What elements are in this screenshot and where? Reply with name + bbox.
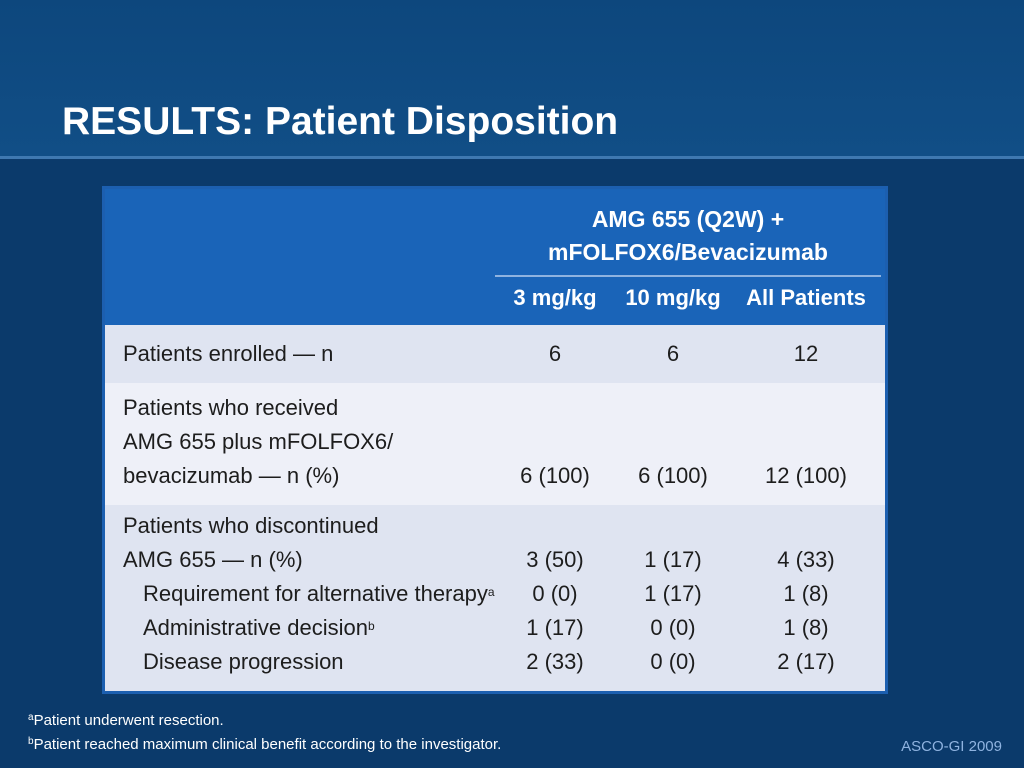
cell-all: 12 bbox=[793, 341, 819, 366]
cell-all: 4 (33) bbox=[777, 547, 835, 572]
cell-10mg: 1 (17) bbox=[644, 547, 702, 572]
cell-10mg: 6 (100) bbox=[638, 463, 708, 488]
group-header: AMG 655 (Q2W) + mFOLFOX6/Bevacizumab bbox=[495, 203, 881, 269]
table-row-discontinued-group: Patients who discontinued AMG 655 — n (%… bbox=[105, 505, 885, 691]
row-label-disease-progression: Disease progression bbox=[143, 649, 344, 674]
footnote-text: Patient reached maximum clinical benefit… bbox=[33, 736, 502, 753]
footnote-mark: b bbox=[28, 736, 34, 747]
cell-3mg: 1 (17) bbox=[526, 615, 584, 640]
cell-3mg: 6 (100) bbox=[520, 463, 590, 488]
footnote-a: aPatient underwent resection. bbox=[28, 712, 224, 729]
title-divider bbox=[0, 156, 1024, 159]
cell-3mg: 6 bbox=[548, 341, 562, 366]
table-row-received: Patients who received AMG 655 plus mFOLF… bbox=[105, 383, 885, 505]
cell-all: 2 (17) bbox=[777, 649, 835, 674]
title-band bbox=[0, 0, 1024, 156]
cell-3mg: 2 (33) bbox=[526, 649, 584, 674]
row-label-administrative-decision: Administrative decisionb bbox=[143, 611, 375, 645]
column-header-10mg: 10 mg/kg bbox=[625, 285, 721, 310]
row-label-line: AMG 655 plus mFOLFOX6/ bbox=[123, 429, 394, 454]
table-row-enrolled: Patients enrolled — n 6 6 12 bbox=[105, 325, 885, 383]
row-label-line: Patients who discontinued bbox=[123, 513, 379, 538]
row-label: Patients who discontinued AMG 655 — n (%… bbox=[123, 509, 379, 577]
cell-all: 12 (100) bbox=[765, 463, 847, 488]
row-label-line: Patients who received bbox=[123, 395, 339, 420]
cell-10mg: 1 (17) bbox=[644, 581, 702, 606]
footnote-marker: a bbox=[487, 585, 495, 599]
footnote-text: Patient underwent resection. bbox=[33, 712, 224, 729]
conference-credit: ASCO-GI 2009 bbox=[901, 738, 1002, 755]
row-label: Patients enrolled — n bbox=[123, 341, 334, 366]
row-label-text: Requirement for alternative therapy bbox=[143, 581, 488, 606]
group-header-line2: mFOLFOX6/Bevacizumab bbox=[548, 239, 828, 265]
group-header-rule bbox=[495, 275, 881, 277]
row-label: Patients who received AMG 655 plus mFOLF… bbox=[123, 391, 393, 493]
footnote-marker: b bbox=[367, 619, 375, 633]
row-label-line: bevacizumab — n (%) bbox=[123, 463, 340, 488]
disposition-table: AMG 655 (Q2W) + mFOLFOX6/Bevacizumab 3 m… bbox=[102, 186, 888, 694]
cell-10mg: 6 bbox=[666, 341, 680, 366]
cell-all: 1 (8) bbox=[783, 581, 829, 606]
cell-10mg: 0 (0) bbox=[650, 615, 696, 640]
column-header-all-patients: All Patients bbox=[746, 285, 866, 310]
cell-all: 1 (8) bbox=[783, 615, 829, 640]
footnote-b: bPatient reached maximum clinical benefi… bbox=[28, 736, 501, 753]
cell-3mg: 0 (0) bbox=[532, 581, 578, 606]
slide-title: RESULTS: Patient Disposition bbox=[62, 100, 619, 143]
group-header-line1: AMG 655 (Q2W) + bbox=[591, 206, 785, 232]
column-header-3mg: 3 mg/kg bbox=[513, 285, 597, 310]
footnote-mark: a bbox=[28, 712, 34, 723]
cell-3mg: 3 (50) bbox=[526, 547, 584, 572]
row-label-text: Administrative decision bbox=[143, 615, 368, 640]
row-label-line: AMG 655 — n (%) bbox=[123, 547, 303, 572]
cell-10mg: 0 (0) bbox=[650, 649, 696, 674]
row-label-alternative-therapy: Requirement for alternative therapya bbox=[143, 577, 495, 611]
table-header: AMG 655 (Q2W) + mFOLFOX6/Bevacizumab 3 m… bbox=[105, 189, 885, 325]
